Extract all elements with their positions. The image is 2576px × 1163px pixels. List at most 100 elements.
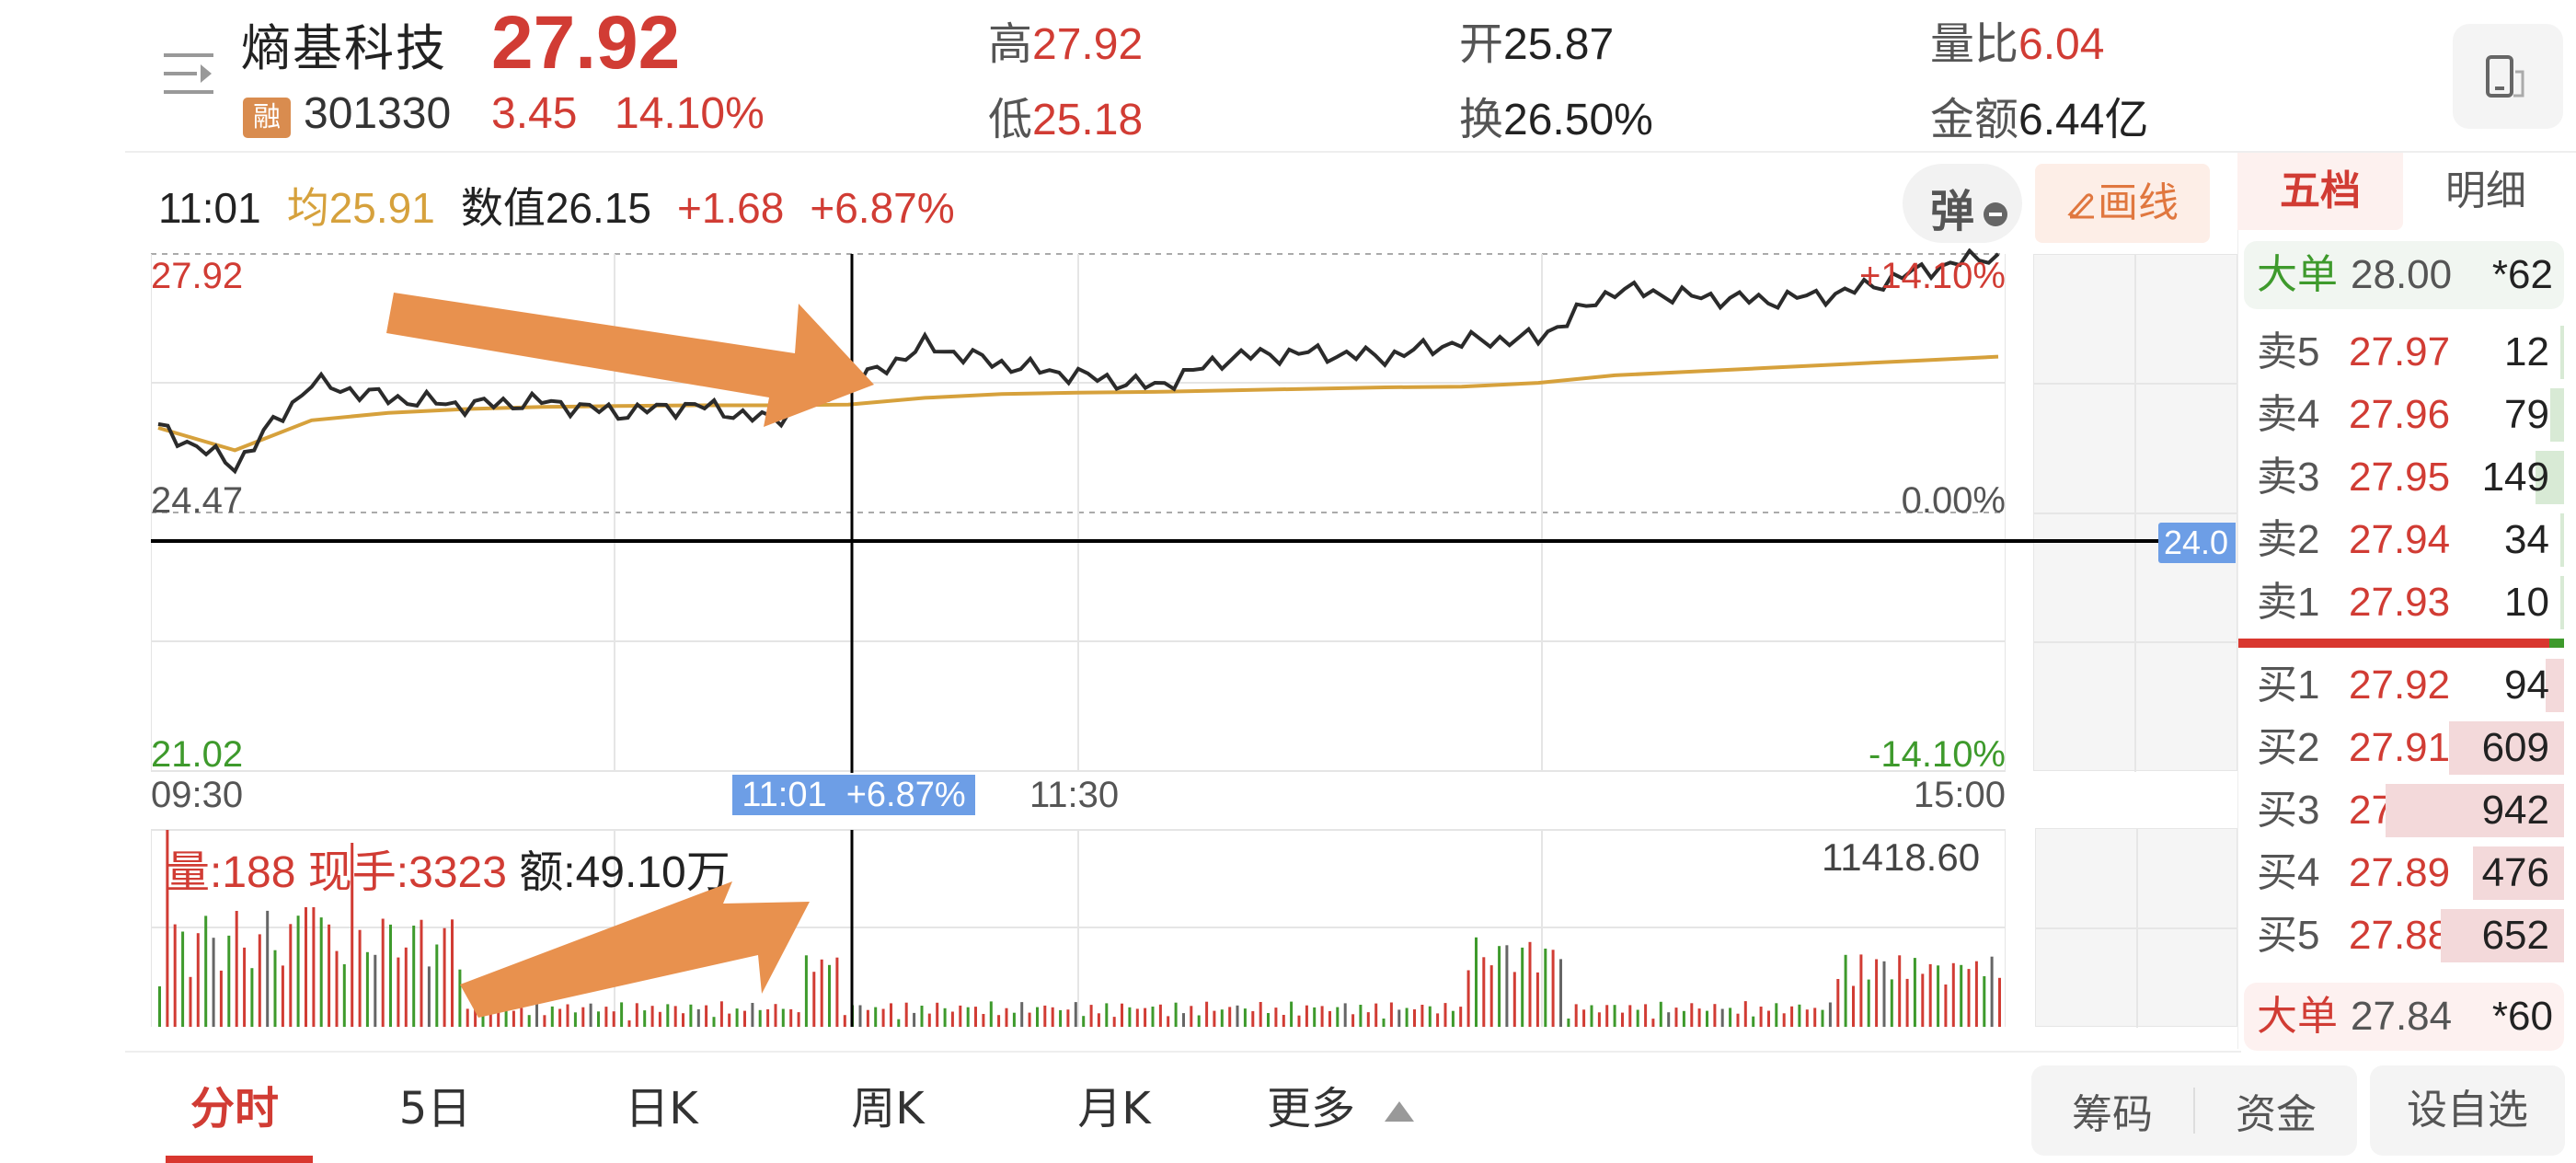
order-book: 大单 28.00 *62 卖5 27.97 12 卖4 27.96 79 卖3 27.95 14… <box>2237 230 2569 1051</box>
depth-bar <box>2536 451 2564 504</box>
ask-row[interactable]: 卖5 27.97 12 <box>2238 322 2564 383</box>
minus-circle-icon <box>1984 202 2007 226</box>
tab-intraday[interactable]: 分时 <box>147 1067 322 1163</box>
ask-qty: 149 <box>2481 455 2549 500</box>
y-axis-min-pct: -14.10% <box>1869 734 2006 775</box>
stat-amount: 金额6.44亿 <box>1930 83 2148 147</box>
stock-code: 301330 <box>304 89 452 138</box>
y-axis-zero-pct: 0.00% <box>1901 480 2006 521</box>
menu-collapse-icon[interactable] <box>162 52 217 96</box>
ask-row[interactable]: 卖4 27.96 79 <box>2238 385 2564 445</box>
big-sell-price: 28.00 <box>2351 252 2453 297</box>
big-sell-label: 大单 <box>2257 252 2338 297</box>
tab-details[interactable]: 明细 <box>2445 167 2526 214</box>
ask-level-label: 卖2 <box>2257 517 2320 562</box>
y-axis-max-pct: +14.10% <box>1858 256 2006 296</box>
chips-button[interactable]: 筹码 <box>2072 1091 2153 1138</box>
stat-turnover-value: 26.50% <box>1503 96 1653 144</box>
ask-qty: 34 <box>2504 517 2549 562</box>
big-buy-order[interactable]: 大单 27.84 *60 <box>2244 983 2564 1051</box>
device-switch-icon <box>2486 55 2524 98</box>
volume-max-label: 11418.60 <box>1822 835 1981 879</box>
volume-value: 188 <box>222 848 296 897</box>
volume-label: 量: <box>166 848 223 897</box>
time-axis: 09:30 11:30 15:00 <box>151 775 2006 821</box>
bid-price: 27.88 <box>2349 913 2451 958</box>
crosshair-extension <box>2006 539 2158 543</box>
tab-more[interactable]: 更多 <box>1227 1067 1454 1163</box>
bid-price: 27.89 <box>2349 850 2451 895</box>
bid-qty: 942 <box>2481 788 2549 833</box>
ask-price: 27.94 <box>2349 517 2451 562</box>
ask-level-label: 卖3 <box>2257 455 2320 500</box>
big-sell-order[interactable]: 大单 28.00 *62 <box>2244 241 2564 309</box>
intraday-price-chart[interactable]: 27.92 24.47 21.02 +14.10% 0.00% -14.10% <box>151 248 2006 775</box>
ask-qty: 79 <box>2504 392 2549 437</box>
volume-info: 量:188 现手:3323 额:49.10万 <box>166 835 730 900</box>
bid-row[interactable]: 买1 27.92 94 <box>2238 655 2564 716</box>
depth-bar <box>2560 513 2564 567</box>
bottom-divider <box>125 1051 2241 1053</box>
chart-side-panel <box>2033 254 2238 772</box>
stat-low-value: 25.18 <box>1032 96 1144 144</box>
ask-row[interactable]: 卖1 27.93 10 <box>2238 572 2564 633</box>
tab-daily-k[interactable]: 日K <box>625 1083 698 1134</box>
bid-row[interactable]: 买4 27.89 476 <box>2238 843 2564 904</box>
stat-volume-ratio-label: 量比 <box>1930 20 2019 69</box>
value-label: 数值 <box>460 184 546 232</box>
stat-amount-value: 6.44亿 <box>2018 96 2149 144</box>
bid-row[interactable]: 买2 27.91 609 <box>2238 718 2564 778</box>
crosshair-time: 11:01 <box>158 184 261 232</box>
funds-button[interactable]: 资金 <box>2236 1091 2317 1138</box>
bid-qty: 476 <box>2481 850 2549 895</box>
bid-level-label: 买5 <box>2257 913 2320 958</box>
triangle-up-icon <box>1385 1101 1414 1122</box>
pencil-icon <box>2067 193 2094 219</box>
y-axis-min-price: 21.02 <box>151 734 244 775</box>
big-buy-label: 大单 <box>2257 994 2338 1039</box>
depth-bar <box>2560 576 2564 629</box>
stock-name: 熵基科技 <box>241 19 447 77</box>
depth-bar <box>2386 784 2564 837</box>
change-amount: 3.45 <box>491 89 578 138</box>
popup-toggle-button[interactable]: 弹 <box>1903 164 2022 243</box>
draw-line-label: 画线 <box>2098 179 2179 226</box>
stat-amount-label: 金额 <box>1930 96 2019 144</box>
bid-row[interactable]: 买327.90942 <box>2238 780 2564 841</box>
bid-level-label: 买2 <box>2257 725 2320 770</box>
tab-weekly-k[interactable]: 周K <box>851 1083 925 1134</box>
stat-high-value: 27.92 <box>1032 20 1144 69</box>
stat-volume-ratio-value: 6.04 <box>2018 20 2105 69</box>
ask-level-label: 卖5 <box>2257 329 2320 374</box>
ask-level-label: 卖4 <box>2257 392 2320 437</box>
current-hand-value: 3323 <box>408 848 507 897</box>
time-label-midday: 11:30 <box>1029 775 1120 815</box>
bid-row[interactable]: 买5 27.88 652 <box>2238 905 2564 966</box>
button-separator <box>2193 1088 2195 1134</box>
ask-qty: 10 <box>2504 580 2549 625</box>
draw-line-button[interactable]: 画线 <box>2035 164 2210 243</box>
y-axis-prev-close: 24.47 <box>151 480 244 521</box>
y-axis-max-price: 27.92 <box>151 256 244 296</box>
tab-monthly-k[interactable]: 月K <box>1077 1083 1151 1134</box>
depth-bar <box>2473 846 2564 900</box>
crosshair-change-abs: +1.68 <box>676 184 785 232</box>
ask-row[interactable]: 卖3 27.95 149 <box>2238 447 2564 508</box>
tab-five-levels[interactable]: 五档 <box>2237 153 2403 230</box>
add-to-watchlist-button[interactable]: 设自选 <box>2370 1065 2565 1156</box>
ask-row[interactable]: 卖2 27.94 34 <box>2238 510 2564 570</box>
tab-5day[interactable]: 5日 <box>398 1083 472 1134</box>
stat-high: 高27.92 <box>988 7 1143 72</box>
depth-bar <box>2546 659 2564 712</box>
depth-bar <box>2449 721 2564 775</box>
stat-volume-ratio: 量比6.04 <box>1930 7 2104 72</box>
stat-turnover-label: 换 <box>1459 96 1504 144</box>
crosshair-time-tag: 11:01 +6.87% <box>732 775 975 815</box>
ask-price: 27.96 <box>2349 392 2451 437</box>
time-label-close: 15:00 <box>1913 775 2006 815</box>
bid-ask-ratio-bar <box>2238 639 2564 648</box>
device-switch-button[interactable] <box>2453 24 2563 129</box>
stat-low: 低25.18 <box>988 83 1143 147</box>
popup-label: 弹 <box>1930 186 1975 237</box>
crosshair-change-pct: +6.87% <box>810 184 955 232</box>
